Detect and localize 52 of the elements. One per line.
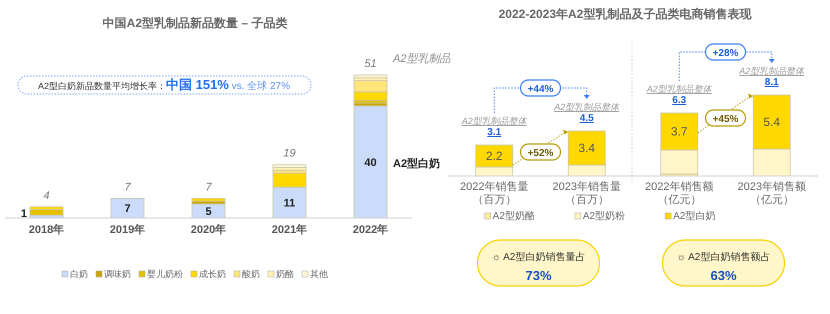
data-label: 40 <box>364 156 377 169</box>
data-label: 5 <box>205 206 212 218</box>
x-tick-label: 2020年 <box>190 223 226 236</box>
annotation: A2型白奶新品数量平均增长率：中国 151% vs. 全球 27% <box>38 77 290 92</box>
legend-label: 成长奶 <box>199 269 226 279</box>
data-label: 7 <box>124 203 131 216</box>
annotation: A2型乳制品整体 <box>646 84 713 94</box>
legend-label: A2型奶酪 <box>492 210 535 222</box>
total-label: 8.1 <box>764 77 780 88</box>
legend-label: 其他 <box>310 269 328 279</box>
annotation: A2型乳制品整体 <box>460 116 528 126</box>
x-tick-label: 2022年销售额（亿元） <box>645 180 714 206</box>
annotation: A2型乳制品 <box>392 52 452 65</box>
legend-label: 奶酪 <box>276 269 294 279</box>
legend-label: A2型白奶 <box>673 210 716 222</box>
data-label: 3.7 <box>670 124 688 138</box>
x-tick-label: 2022年 <box>352 223 388 236</box>
annotation: A2型乳制品整体 <box>553 102 620 112</box>
text: 63% <box>710 268 737 283</box>
chart-title: 中国A2型乳制品新品数量 – 子品类 <box>102 16 288 30</box>
total-label: 4 <box>43 190 50 202</box>
x-tick-label: 2023年销售量（百万） <box>552 181 621 206</box>
chart-title: 2022-2023年A2型乳制品及子品类电商销售表现 <box>498 7 752 21</box>
callout: A2型白奶新品数量平均增长率：中国 151% vs. 全球 27% <box>18 76 312 94</box>
data-label: 1 <box>20 208 27 220</box>
legend-label: 白奶 <box>70 269 88 279</box>
total-label: 6.3 <box>672 95 687 106</box>
x-tick-label: 2021年 <box>272 223 308 236</box>
x-tick-label: 2023年销售额（亿元） <box>738 180 806 206</box>
total-label: 3.1 <box>487 127 502 138</box>
total-label: 7 <box>124 181 132 194</box>
annotation: +44% <box>528 84 554 95</box>
annotation: A2型乳制品整体 <box>738 66 806 76</box>
legend-label: 酸奶 <box>242 269 260 279</box>
annotation: +45% <box>712 114 739 125</box>
total-label: 4.5 <box>580 113 594 124</box>
text: 73% <box>525 268 552 283</box>
x-tick-label: 2018年 <box>28 223 64 236</box>
x-tick-label: 2019年 <box>110 223 146 236</box>
legend-label: A2型奶粉 <box>582 210 626 222</box>
data-label: 3.4 <box>578 141 596 155</box>
legend-label: 婴儿奶粉 <box>147 269 183 279</box>
total-label: 7 <box>205 181 212 194</box>
data-label: 5.4 <box>763 115 780 129</box>
total-label: 19 <box>283 148 296 160</box>
x-tick-label: 2022年销售量（百万） <box>460 181 528 206</box>
total-label: 51 <box>364 58 377 70</box>
annotation: +52% <box>528 148 554 159</box>
data-label: 11 <box>284 198 296 210</box>
data-label: 2.2 <box>486 149 503 163</box>
legend-label: 调味奶 <box>104 269 131 279</box>
annotation: A2型白奶 <box>393 157 440 170</box>
